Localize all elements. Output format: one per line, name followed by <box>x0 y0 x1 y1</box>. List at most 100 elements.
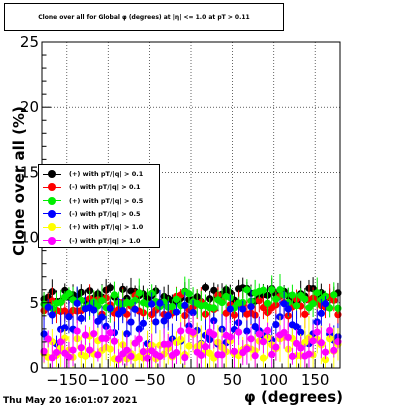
data-point <box>85 346 94 354</box>
data-point <box>292 302 301 310</box>
data-point <box>123 330 131 338</box>
data-point <box>156 299 164 307</box>
legend-marker <box>48 183 56 192</box>
data-point <box>52 348 61 357</box>
data-point <box>247 335 255 343</box>
legend-marker <box>48 170 56 178</box>
data-point <box>181 301 189 310</box>
data-point <box>185 290 193 298</box>
data-point <box>251 352 259 360</box>
data-point <box>77 314 85 323</box>
data-point <box>65 313 73 321</box>
data-point <box>259 338 268 346</box>
data-point <box>160 317 168 325</box>
legend-label: (-) with pT/|q| > 1.0 <box>69 236 141 245</box>
data-point <box>330 291 338 299</box>
data-point <box>226 305 234 313</box>
data-point <box>288 352 297 360</box>
data-point <box>313 289 321 297</box>
data-point <box>210 331 218 339</box>
data-point <box>230 347 239 356</box>
data-point <box>297 344 305 352</box>
data-point <box>259 354 268 362</box>
data-point <box>321 300 330 308</box>
legend-label: (+) with pT/|q| > 0.5 <box>69 196 144 205</box>
data-point <box>139 348 148 356</box>
data-point <box>148 300 156 308</box>
x-tick-label: 0 <box>186 371 196 389</box>
y-tick-label: 20 <box>20 98 39 116</box>
data-point <box>234 328 243 336</box>
data-point <box>317 339 325 347</box>
data-point <box>321 356 330 364</box>
data-point <box>90 330 98 338</box>
data-point <box>305 350 313 358</box>
legend-entry: (+) with pT/|q| > 0.1 <box>39 168 159 180</box>
legend-entry: (-) with pT/|q| > 1.0 <box>39 235 159 247</box>
y-axis-title: Clone over all (%) <box>10 106 28 256</box>
data-point <box>65 289 73 298</box>
data-point <box>284 333 292 342</box>
legend: (+) with pT/|q| > 0.1 (-) with pT/|q| > 0… <box>38 164 160 248</box>
y-tick-label: 25 <box>20 33 39 51</box>
data-point <box>268 350 276 359</box>
data-point <box>210 304 218 312</box>
data-point <box>181 353 189 362</box>
data-point <box>106 304 114 312</box>
legend-entry: (+) with pT/|q| > 1.0 <box>39 221 159 233</box>
data-point <box>172 295 181 303</box>
data-point <box>102 334 110 343</box>
data-point <box>243 286 251 294</box>
y-tick-label: 10 <box>20 229 39 247</box>
data-point <box>280 328 288 337</box>
data-point <box>326 326 334 335</box>
legend-marker <box>48 196 56 205</box>
data-point <box>114 355 123 363</box>
data-point <box>69 346 77 354</box>
data-point <box>255 330 263 338</box>
data-point <box>292 339 301 348</box>
data-point <box>77 344 85 352</box>
legend-entry: (-) with pT/|q| > 0.5 <box>39 208 159 220</box>
data-point <box>127 352 135 360</box>
data-point <box>276 285 284 294</box>
data-point <box>135 289 143 297</box>
legend-label: (+) with pT/|q| > 0.1 <box>69 170 144 178</box>
data-point <box>177 327 185 335</box>
data-point <box>168 302 176 311</box>
y-tick-label: 15 <box>20 163 39 181</box>
x-tick-label: 50 <box>223 371 242 389</box>
data-point <box>272 321 280 329</box>
data-point <box>309 299 317 308</box>
data-point <box>272 343 280 351</box>
data-point <box>297 328 305 336</box>
data-point <box>61 324 69 332</box>
data-point <box>44 335 52 343</box>
data-point <box>259 286 268 294</box>
data-point <box>201 343 210 351</box>
data-point <box>94 351 102 359</box>
x-tick-label: −150 <box>46 371 87 389</box>
data-point <box>230 311 239 319</box>
legend-label: (-) with pT/|q| > 0.5 <box>69 209 141 218</box>
data-point <box>255 297 263 305</box>
chart-title: Clone over all for Global φ (degrees) at… <box>4 3 284 31</box>
data-point <box>106 345 114 353</box>
axis-tick-labels: −150 −100 −50 0 50 100 150 0 5 10 15 20 25 <box>20 33 330 389</box>
data-point <box>127 318 135 326</box>
data-point <box>172 308 181 316</box>
data-point <box>156 352 164 361</box>
data-point <box>201 283 210 292</box>
data-point <box>73 299 81 307</box>
x-tick-label: 100 <box>259 371 288 389</box>
data-point <box>185 342 193 350</box>
data-point <box>73 327 81 335</box>
data-point <box>189 309 197 317</box>
x-tick-label: −100 <box>88 371 129 389</box>
data-point <box>197 351 205 359</box>
data-point <box>81 331 90 339</box>
data-point <box>210 317 218 325</box>
data-point <box>309 337 317 345</box>
data-point <box>263 326 272 335</box>
legend-entry: (+) with pT/|q| > 0.5 <box>39 195 159 207</box>
